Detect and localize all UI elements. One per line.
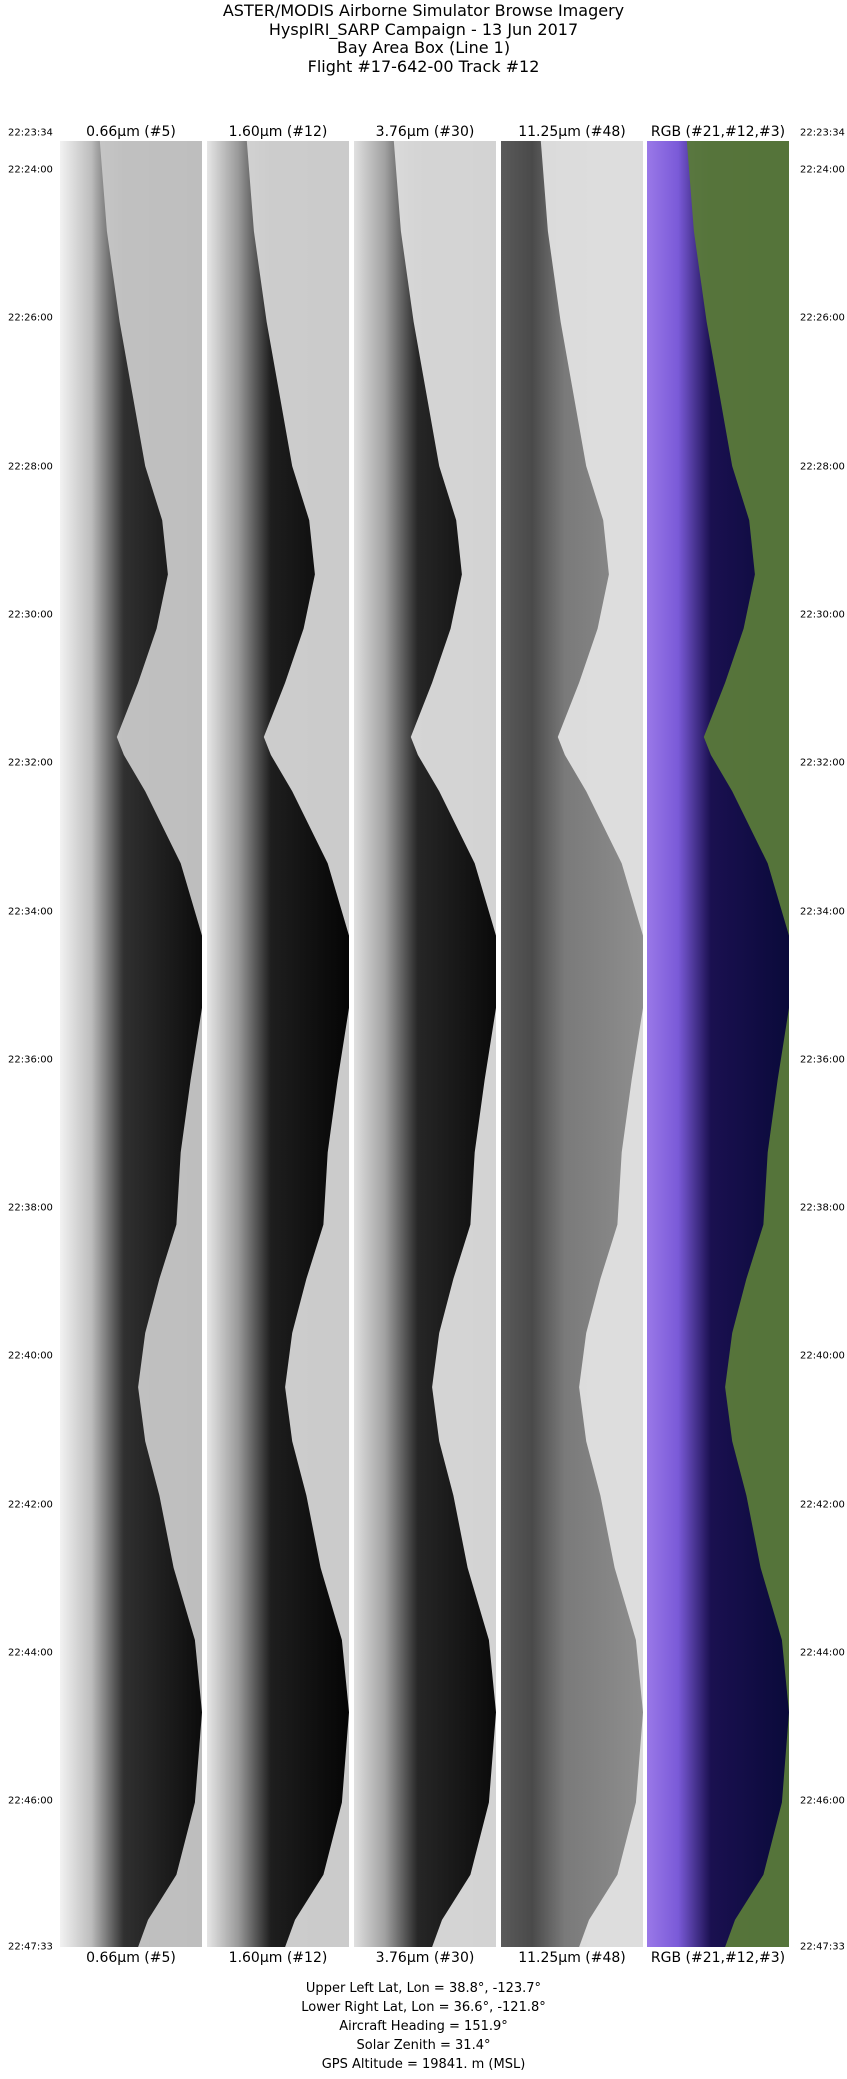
title-line-3: Bay Area Box (Line 1) xyxy=(336,38,511,57)
title-line-2: HyspIRI_SARP Campaign - 13 Jun 2017 xyxy=(268,19,579,39)
time-label-left: 22:38:00 xyxy=(8,1202,53,1214)
solar-zenith: Solar Zenith = 31.4° xyxy=(356,2038,491,2053)
time-label-left: 22:36:00 xyxy=(8,1054,53,1066)
time-label-left: 22:40:00 xyxy=(8,1350,53,1362)
land xyxy=(99,141,202,1947)
band-label-top: 11.25µm (#48) xyxy=(518,124,626,140)
time-label-right: 22:34:00 xyxy=(800,906,845,917)
land xyxy=(540,141,643,1947)
band-label-bottom: RGB (#21,#12,#3) xyxy=(650,1950,786,1966)
lower-right-latlon: Lower Right Lat, Lon = 36.6°, -121.8° xyxy=(301,2000,546,2015)
band-label-top: 3.76µm (#30) xyxy=(375,124,475,140)
title-line-4: Flight #17-642-00 Track #12 xyxy=(307,56,540,76)
land xyxy=(686,141,789,1947)
time-label-left: 22:34:00 xyxy=(8,906,53,917)
band-label-top: 0.66µm (#5) xyxy=(86,124,176,140)
image-strip-rgb xyxy=(647,141,789,1947)
time-label-left: 22:47:33 xyxy=(8,1941,53,1953)
image-strip-thermal xyxy=(501,141,643,1947)
time-label-left: 22:32:00 xyxy=(8,757,53,769)
time-label-right: 22:44:00 xyxy=(800,1647,845,1659)
time-label-right: 22:47:33 xyxy=(800,1941,845,1953)
band-label-bottom: 0.66µm (#5) xyxy=(86,1950,176,1966)
band-label-top: RGB (#21,#12,#3) xyxy=(650,124,786,140)
aircraft-heading: Aircraft Heading = 151.9° xyxy=(339,2019,508,2034)
time-label-right: 22:32:00 xyxy=(800,757,845,769)
gps-altitude: GPS Altitude = 19841. m (MSL) xyxy=(321,2057,526,2072)
time-label-right: 22:26:00 xyxy=(800,312,845,324)
time-label-left: 22:28:00 xyxy=(8,461,53,473)
title-line-1: ASTER/MODIS Airborne Simulator Browse Im… xyxy=(222,1,625,20)
time-label-right: 22:42:00 xyxy=(800,1499,845,1511)
time-label-right: 22:40:00 xyxy=(800,1350,845,1362)
time-label-left: 22:44:00 xyxy=(8,1647,53,1659)
land xyxy=(246,141,349,1947)
time-label-left: 22:46:00 xyxy=(8,1795,53,1807)
land xyxy=(393,141,496,1947)
image-strip-swir xyxy=(207,141,349,1947)
time-label-left: 22:42:00 xyxy=(8,1499,53,1511)
time-label-right: 22:23:34 xyxy=(800,127,845,139)
time-label-right: 22:36:00 xyxy=(800,1054,845,1066)
time-label-right: 22:28:00 xyxy=(800,461,845,473)
band-label-top: 1.60µm (#12) xyxy=(228,124,328,140)
time-label-left: 22:24:00 xyxy=(8,164,53,176)
time-label-right: 22:30:00 xyxy=(800,609,845,621)
time-label-right: 22:38:00 xyxy=(800,1202,845,1214)
band-label-bottom: 11.25µm (#48) xyxy=(518,1950,626,1966)
upper-left-latlon: Upper Left Lat, Lon = 38.8°, -123.7° xyxy=(305,1981,542,1996)
time-label-left: 22:30:00 xyxy=(8,609,53,621)
image-strip-visible xyxy=(60,141,202,1947)
band-label-bottom: 1.60µm (#12) xyxy=(228,1950,328,1966)
image-strip-mwir xyxy=(354,141,496,1947)
figure-title: ASTER/MODIS Airborne Simulator Browse Im… xyxy=(0,1,847,76)
band-label-bottom: 3.76µm (#30) xyxy=(375,1950,475,1966)
time-label-left: 22:23:34 xyxy=(8,127,53,139)
time-label-left: 22:26:00 xyxy=(8,312,53,324)
time-label-right: 22:46:00 xyxy=(800,1795,845,1807)
time-label-right: 22:24:00 xyxy=(800,164,845,176)
flight-info: Upper Left Lat, Lon = 38.8°, -123.7° Low… xyxy=(0,1979,847,2074)
